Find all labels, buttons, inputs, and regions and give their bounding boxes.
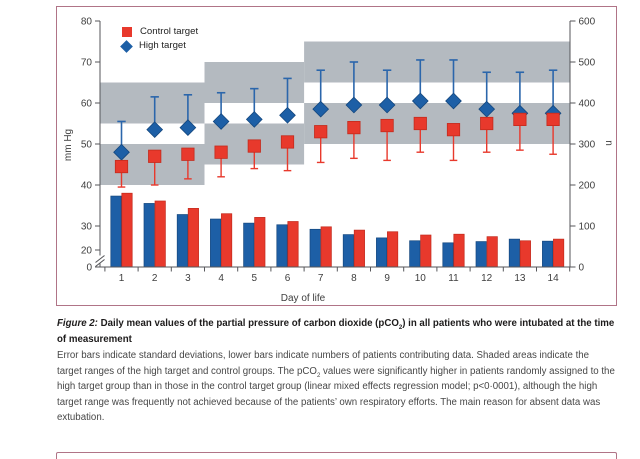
svg-text:40: 40 bbox=[81, 181, 93, 192]
chart-legend: Control target High target bbox=[120, 25, 198, 53]
svg-text:6: 6 bbox=[285, 273, 291, 284]
svg-text:20: 20 bbox=[81, 246, 93, 257]
svg-text:60: 60 bbox=[81, 99, 93, 110]
svg-text:7: 7 bbox=[318, 273, 324, 284]
control-target-square-icon bbox=[122, 27, 132, 37]
svg-text:600: 600 bbox=[579, 17, 596, 28]
svg-text:70: 70 bbox=[81, 58, 93, 69]
svg-text:3: 3 bbox=[185, 273, 191, 284]
figure-number-label: Figure 2: bbox=[57, 318, 98, 329]
high-target-diamond-icon bbox=[120, 39, 133, 53]
figure-panel: 0 20 30 40 50 60 70 80 0 100 200 300 400 500 600 1 2 3 4 5 6… bbox=[56, 6, 617, 306]
svg-text:8: 8 bbox=[351, 273, 357, 284]
svg-text:5: 5 bbox=[252, 273, 258, 284]
svg-text:2: 2 bbox=[152, 273, 158, 284]
caption-title-text: Daily mean values of the partial pressur… bbox=[57, 318, 615, 345]
figure-caption: Figure 2: Daily mean values of the parti… bbox=[57, 316, 616, 426]
svg-text:10: 10 bbox=[415, 273, 427, 284]
svg-text:1: 1 bbox=[119, 273, 125, 284]
svg-text:11: 11 bbox=[448, 273, 459, 284]
svg-text:80: 80 bbox=[81, 17, 93, 28]
svg-text:400: 400 bbox=[579, 99, 596, 110]
svg-text:0: 0 bbox=[579, 263, 585, 274]
svg-text:500: 500 bbox=[579, 58, 596, 69]
svg-text:30: 30 bbox=[81, 222, 93, 233]
svg-text:9: 9 bbox=[384, 273, 390, 284]
legend-item-control-target: Control target bbox=[121, 25, 198, 39]
caption-title: Figure 2: Daily mean values of the parti… bbox=[57, 316, 616, 347]
svg-text:300: 300 bbox=[579, 140, 596, 151]
y-axis-label-left: mm Hg bbox=[63, 128, 74, 162]
legend-label-control-target: Control target bbox=[140, 26, 199, 37]
legend-label-high-target: High target bbox=[139, 40, 186, 51]
legend-item-high-target: High target bbox=[120, 39, 198, 53]
svg-text:0: 0 bbox=[86, 263, 92, 274]
svg-text:12: 12 bbox=[481, 273, 493, 284]
svg-text:50: 50 bbox=[81, 140, 93, 151]
svg-text:14: 14 bbox=[548, 273, 560, 284]
svg-text:100: 100 bbox=[579, 222, 596, 233]
svg-text:4: 4 bbox=[218, 273, 224, 284]
x-axis-label: Day of life bbox=[280, 293, 326, 304]
next-figure-panel-top-edge bbox=[56, 452, 617, 459]
y-axis-label-right: n bbox=[603, 140, 614, 146]
caption-body: Error bars indicate standard deviations,… bbox=[57, 350, 615, 423]
svg-text:13: 13 bbox=[514, 273, 526, 284]
svg-text:200: 200 bbox=[579, 181, 596, 192]
